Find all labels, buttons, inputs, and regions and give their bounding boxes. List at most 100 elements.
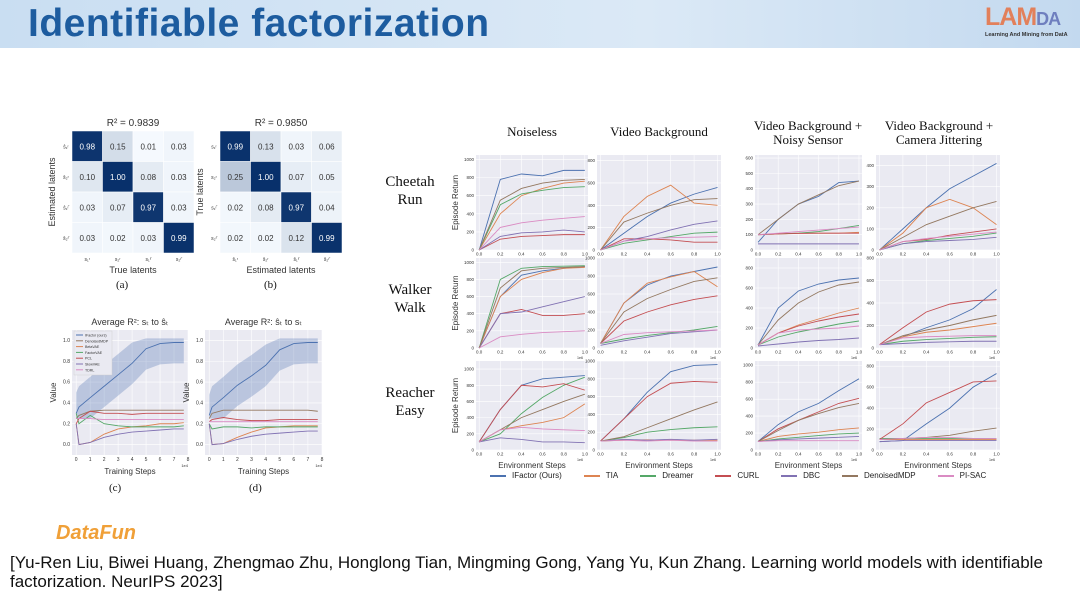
y-tick-label: 0.4 bbox=[63, 400, 70, 406]
heatmap-cell-value: 0.99 bbox=[227, 142, 243, 151]
y-tick-label: 200 bbox=[745, 326, 753, 331]
series-line-ifactor-ours- bbox=[757, 277, 860, 346]
series-line-ifactor-ours- bbox=[478, 169, 585, 251]
y-tick-label: 400 bbox=[466, 311, 474, 316]
y-tick-label: 600 bbox=[745, 156, 753, 161]
x-tick-label: 7 bbox=[307, 457, 310, 463]
legend-box bbox=[73, 330, 113, 376]
x-tick-label: 0.6 bbox=[539, 252, 546, 257]
heatmap-x-tick: s₁ʳ̄ bbox=[146, 257, 152, 263]
y-tick-label: 0.0 bbox=[63, 442, 70, 448]
series-line-dbc bbox=[879, 440, 997, 443]
x-tick-label: 1.0 bbox=[993, 452, 1000, 457]
heatmap-cell-value: 1.00 bbox=[258, 173, 274, 182]
legend-item: TIA bbox=[583, 471, 618, 480]
y-tick-label: 500 bbox=[745, 171, 753, 176]
heatmap-cell-value: 0.02 bbox=[258, 234, 274, 243]
row-label-walker-walk: Walker Walk bbox=[388, 282, 432, 316]
x-tick-label: 1.0 bbox=[856, 252, 863, 257]
y-tick-label: 200 bbox=[866, 323, 874, 328]
y-tick-label: 1000 bbox=[464, 260, 475, 265]
y-tick-label: 600 bbox=[745, 286, 753, 291]
heatmap-cell-value: 0.07 bbox=[110, 203, 126, 212]
x-tick-label: 0.6 bbox=[668, 252, 675, 257]
series-line-pcl bbox=[75, 410, 184, 424]
x-tick-label: 3 bbox=[250, 457, 253, 463]
y-tick-label: 100 bbox=[745, 232, 753, 237]
y-tick-label: 0.4 bbox=[196, 400, 203, 406]
legend-item: IFactor (Ours) bbox=[490, 471, 562, 480]
series-line-curl bbox=[600, 295, 718, 344]
heatmap-cell bbox=[219, 130, 251, 162]
y-tick-label: 600 bbox=[466, 294, 474, 299]
y-tick-label: 0.8 bbox=[63, 359, 70, 365]
y-tick-label: 0 bbox=[592, 448, 595, 453]
y-tick-label: 800 bbox=[466, 383, 474, 388]
heatmap-cell-value: 0.03 bbox=[79, 234, 95, 243]
heatmap-cell bbox=[71, 161, 103, 193]
y-tick-label: 1000 bbox=[585, 359, 596, 364]
series-line-pi-sac bbox=[600, 439, 718, 442]
column-title-vb-noisy-sensor: Video Background + Noisy Sensor bbox=[753, 118, 863, 147]
heatmap-y-tick: ŝ₁ʳ bbox=[63, 144, 69, 150]
legend-label: Dreamer bbox=[662, 471, 694, 480]
x-tick-label: 8 bbox=[187, 457, 190, 463]
x-tick-label: 4 bbox=[264, 457, 267, 463]
heatmap-cell-value: 0.07 bbox=[288, 173, 304, 182]
series-line-tdrl bbox=[76, 418, 184, 421]
series-line-pi-sac bbox=[478, 426, 585, 443]
caption-c: (c) bbox=[109, 482, 122, 494]
heatmap-y-tick: s₂ʳ bbox=[211, 175, 217, 181]
heatmap-cell bbox=[250, 130, 282, 162]
heatmap-x-tick: ŝ₂ʳ̄ bbox=[324, 257, 331, 263]
x-tick-label: 0.4 bbox=[644, 252, 651, 257]
plot-background bbox=[476, 155, 588, 250]
legend-item: DenoisedMDP bbox=[842, 471, 916, 480]
x-scale-label: 1e6 bbox=[577, 356, 583, 360]
series-line-tia bbox=[757, 427, 860, 442]
heatmap-cell-value: 0.02 bbox=[227, 203, 243, 212]
confidence-band bbox=[76, 338, 184, 419]
series-line-dreamer bbox=[757, 432, 859, 442]
y-tick-label: 0 bbox=[871, 346, 874, 351]
y-tick-label: 600 bbox=[466, 193, 474, 198]
legend-label: BetaVAE bbox=[85, 345, 100, 349]
heatmap-title: R² = 0.9839 bbox=[107, 118, 160, 129]
confidence-band bbox=[209, 338, 318, 419]
heatmap-cell-value: 0.05 bbox=[319, 173, 335, 182]
series-line-slowvae bbox=[208, 423, 318, 446]
y-tick-label: 200 bbox=[466, 328, 474, 333]
series-line-ifactor-ours- bbox=[75, 342, 184, 414]
heatmap-cell-value: 0.08 bbox=[140, 173, 156, 182]
x-tick-label: 0.0 bbox=[476, 452, 483, 457]
series-line-denoisedmdp bbox=[478, 266, 585, 349]
series-line-dbc bbox=[478, 296, 585, 349]
y-tick-label: 800 bbox=[587, 376, 595, 381]
heatmap-y-tick: ŝ₂ʳ bbox=[63, 175, 69, 181]
x-tick-label: 0.0 bbox=[755, 252, 762, 257]
series-line-curl bbox=[879, 299, 997, 345]
heatmap-cell bbox=[280, 191, 312, 223]
y-tick-label: 400 bbox=[866, 163, 874, 168]
x-tick-label: 0.6 bbox=[947, 350, 954, 355]
x-tick-label: 0.4 bbox=[923, 452, 930, 457]
x-tick-label: 0.8 bbox=[691, 350, 698, 355]
series-line-pi-sac bbox=[478, 330, 585, 349]
y-tick-label: 800 bbox=[466, 277, 474, 282]
x-axis-label: Environment Steps bbox=[904, 461, 972, 470]
x-tick-label: 4 bbox=[131, 457, 134, 463]
x-tick-label: 0.6 bbox=[815, 452, 822, 457]
x-tick-label: 0.4 bbox=[795, 252, 802, 257]
heatmap-x-label: True latents bbox=[109, 265, 157, 275]
series-line-pi-sac bbox=[879, 231, 997, 251]
series-line-dbc bbox=[479, 437, 585, 444]
legend-item: Dreamer bbox=[640, 471, 693, 480]
column-title-noiseless: Noiseless bbox=[507, 124, 557, 139]
series-line-tia bbox=[478, 266, 585, 349]
x-tick-label: 6 bbox=[159, 457, 162, 463]
y-tick-label: 600 bbox=[587, 180, 595, 185]
series-line-curl bbox=[758, 232, 859, 236]
x-tick-label: 2 bbox=[103, 457, 106, 463]
x-tick-label: 0.6 bbox=[815, 350, 822, 355]
x-axis-label: Training Steps bbox=[238, 467, 289, 476]
